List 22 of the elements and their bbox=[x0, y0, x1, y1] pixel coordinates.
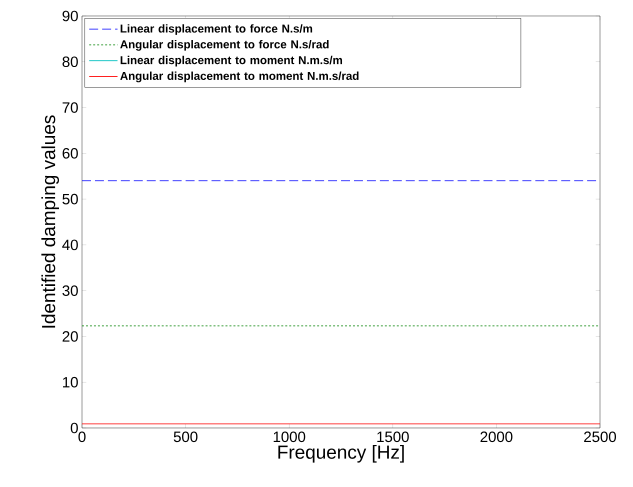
y-tick-label: 70 bbox=[62, 102, 78, 113]
y-tick-label: 80 bbox=[62, 56, 78, 68]
y-tick-label: 20 bbox=[62, 331, 78, 342]
x-tick-label: 1000 bbox=[274, 432, 306, 442]
x-tick-label: 500 bbox=[174, 432, 198, 442]
legend-label: Linear displacement to force N.s/m bbox=[120, 24, 312, 35]
y-tick-label: 30 bbox=[62, 285, 78, 296]
y-tick-label: 0 bbox=[70, 422, 78, 434]
y-tick-label: 10 bbox=[63, 376, 78, 388]
legend-label: Angular displacement to moment N.m.s/rad bbox=[120, 72, 359, 82]
x-tick-label: 0 bbox=[78, 432, 86, 442]
x-axis-title: Frequency [Hz] bbox=[278, 444, 404, 463]
y-axis-title: Identified damping values bbox=[41, 115, 60, 328]
x-tick-label: 1500 bbox=[377, 432, 409, 442]
x-tick-label: 2000 bbox=[480, 432, 512, 442]
legend-label: Angular displacement to force N.s/rad bbox=[120, 40, 329, 51]
y-tick-label: 40 bbox=[62, 240, 78, 250]
y-tick-label: 50 bbox=[62, 194, 78, 204]
legend-label: Linear displacement to moment N.m.s/m bbox=[120, 56, 342, 66]
x-tick-label: 2500 bbox=[584, 432, 616, 442]
y-tick-label: 60 bbox=[62, 148, 78, 159]
y-tick-label: 90 bbox=[62, 10, 78, 22]
